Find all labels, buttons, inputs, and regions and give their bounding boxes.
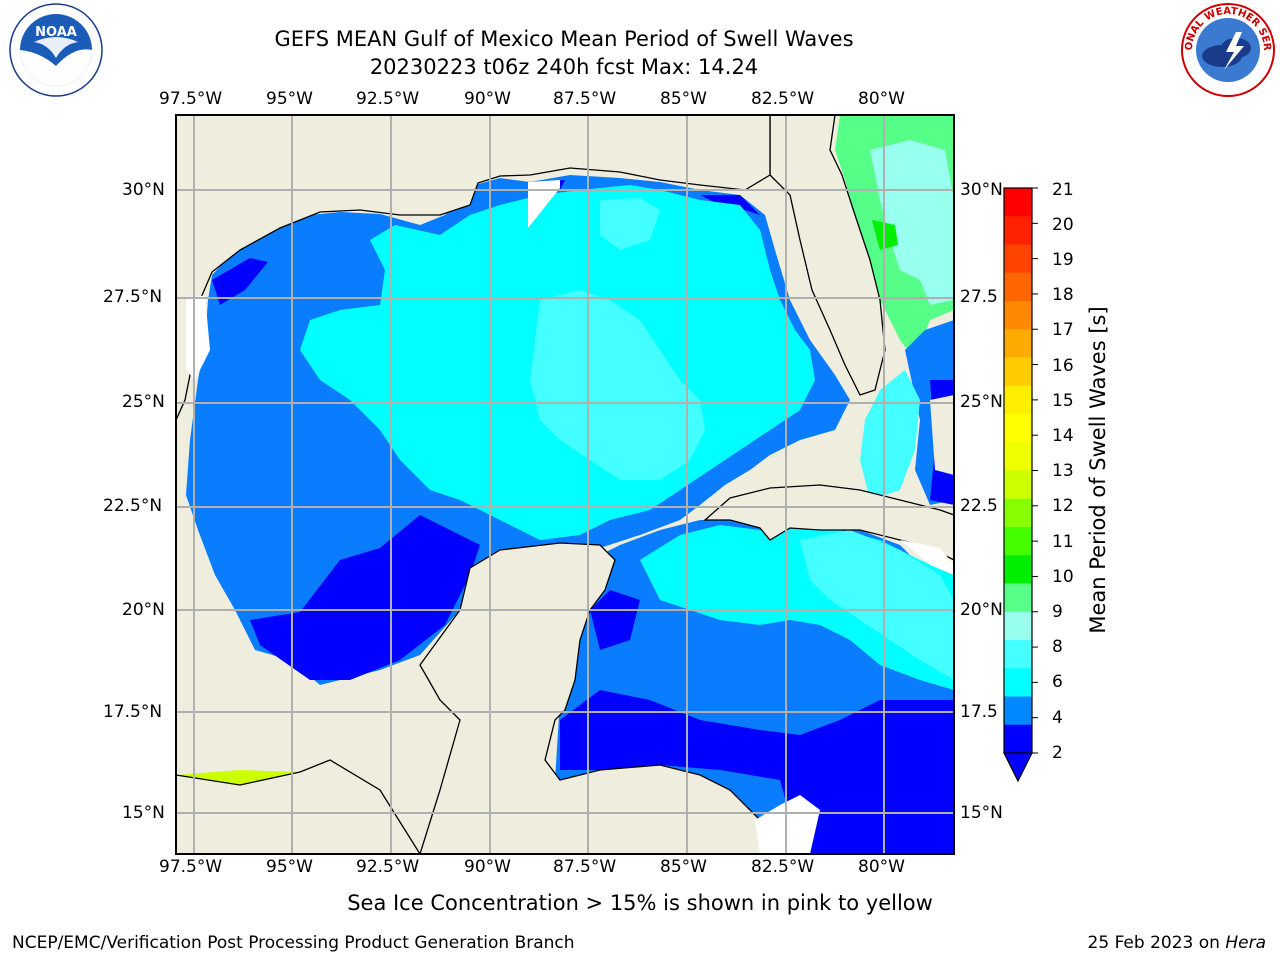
lon-label-top: 82.5°W [751,89,815,109]
colorbar-tick: 16 [1052,356,1074,376]
colorbar-swatch [1004,272,1032,302]
colorbar-frame [1003,187,1033,754]
colorbar-tick: 4 [1052,708,1063,728]
colorbar-swatch [1004,329,1032,358]
lon-label-top: 85°W [660,89,707,109]
chart-title: GEFS MEAN Gulf of Mexico Mean Period of … [274,27,854,51]
graticule [176,115,954,854]
colorbar [1004,187,1038,754]
noaa-logo: NOAA [4,2,104,98]
lon-label-bottom: 80°W [858,857,905,877]
colorbar-tick: 15 [1052,391,1074,411]
colorbar-tick: 13 [1052,461,1074,481]
colorbar-tick: 14 [1052,426,1074,446]
yucatan-land [176,542,771,854]
colorbar-swatch [1004,668,1032,697]
lat-label-left: 25°N [122,392,165,412]
colorbar-tick: 17 [1052,320,1074,340]
colorbar-swatch [1004,724,1032,754]
colorbar-tick: 9 [1052,602,1063,622]
lat-label-left: 30°N [122,180,165,200]
colorbar-tick: 2 [1052,743,1063,763]
lat-label-right: 20°N [960,600,1003,620]
colorbar-tick: 18 [1052,285,1074,305]
colorbar-swatch [1004,470,1032,500]
lat-label-right: 30°N [960,180,1003,200]
footer-date: 25 Feb 2023 on Hera [1088,933,1266,953]
lon-label-bottom: 87.5°W [553,857,617,877]
lon-label-bottom: 85°W [660,857,707,877]
colorbar-extend-arrow [1003,752,1033,783]
colorbar-tick: 12 [1052,496,1074,516]
colorbar-swatch [1004,498,1032,528]
colorbar-swatch [1004,188,1032,217]
chart-subtitle: 20230223 t06z 240h fcst Max: 14.24 [369,55,759,79]
lon-label-top: 80°W [858,89,905,109]
colorbar-tick: 11 [1052,532,1074,552]
map-frame [175,114,955,855]
lat-label-left: 20°N [122,600,165,620]
lat-label-right: 25°N [960,392,1003,412]
colorbar-swatch [1004,583,1032,613]
lon-label-bottom: 95°W [266,857,313,877]
lat-label-right: 17.5 [960,702,998,722]
lat-label-left: 22.5°N [103,496,163,516]
lat-label-right: 15°N [960,803,1003,823]
lon-label-bottom: 90°W [464,857,511,877]
colorbar-swatch [1004,357,1032,387]
colorbar-swatch [1004,696,1032,726]
colorbar-tick: 6 [1052,672,1063,692]
lat-label-left: 27.5°N [103,287,163,307]
colorbar-tick: 21 [1052,180,1074,200]
nws-logo: NATIONAL WEATHER SERVICE [1178,0,1278,100]
colorbar-swatch [1004,442,1032,471]
lat-label-left: 15°N [122,803,165,823]
colorbar-swatch [1004,611,1032,641]
lon-label-top: 87.5°W [553,89,617,109]
colorbar-swatch [1004,414,1032,443]
colorbar-swatch [1004,527,1032,556]
svg-text:NOAA: NOAA [35,25,77,40]
sea-ice-note: Sea Ice Concentration > 15% is shown in … [347,891,933,915]
footer-date-text: 25 Feb 2023 on [1087,933,1226,953]
lon-label-top: 97.5°W [159,89,223,109]
lon-label-top: 95°W [266,89,313,109]
colorbar-swatch [1004,555,1032,584]
colorbar-swatch [1004,385,1032,415]
colorbar-label: Mean Period of Swell Waves [s] [1086,306,1110,634]
lon-label-bottom: 97.5°W [159,857,223,877]
footer-machine: Hera [1225,933,1266,953]
colorbar-swatch [1004,301,1032,330]
colorbar-swatch [1004,244,1032,274]
lat-label-left: 17.5°N [103,702,163,722]
colorbar-tick: 20 [1052,215,1074,235]
colorbar-tick: 10 [1052,567,1074,587]
lon-label-top: 92.5°W [356,89,420,109]
colorbar-tick: 8 [1052,637,1063,657]
colorbar-swatch [1004,216,1032,245]
lat-label-right: 22.5 [960,496,998,516]
footer-credit: NCEP/EMC/Verification Post Processing Pr… [12,933,575,953]
lon-label-bottom: 82.5°W [751,857,815,877]
lon-label-top: 90°W [464,89,511,109]
bahamas-land [930,395,954,475]
colorbar-tick: 19 [1052,250,1074,270]
colorbar-swatch [1004,640,1032,669]
lon-label-bottom: 92.5°W [356,857,420,877]
lat-label-right: 27.5 [960,287,998,307]
